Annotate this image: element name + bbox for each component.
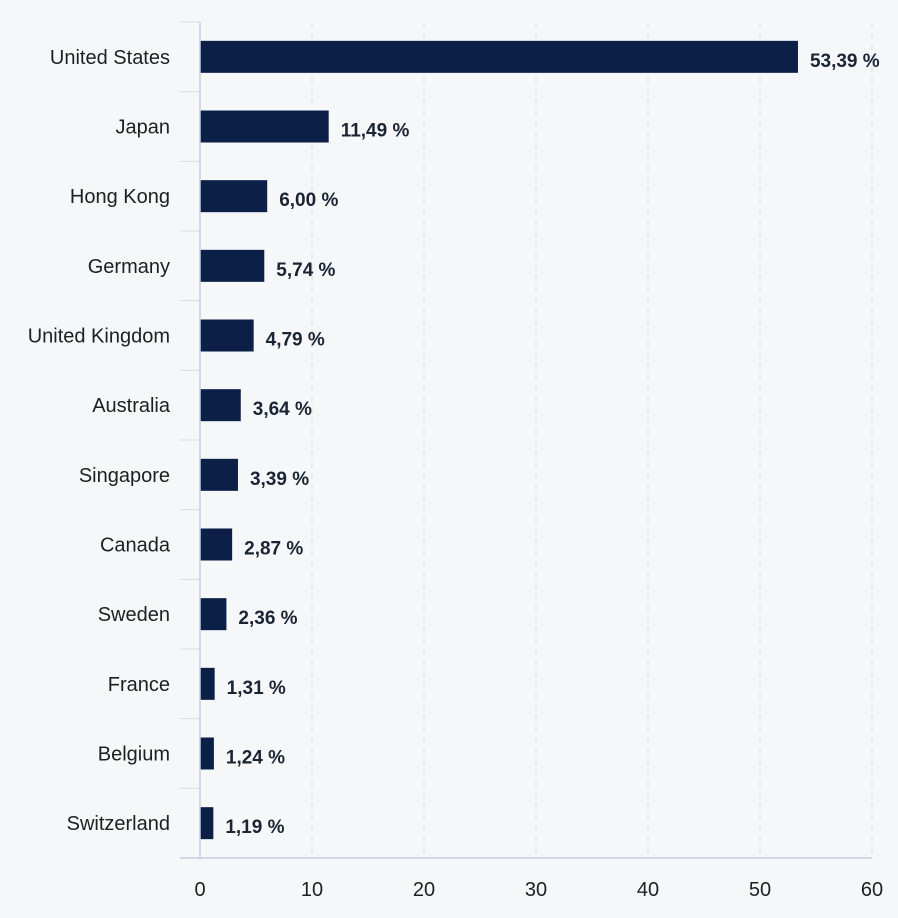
x-tick-label: 50 [749,879,771,901]
category-label: Australia [92,395,171,417]
bar [200,110,329,143]
category-label: Belgium [98,744,170,766]
x-tick-label: 10 [301,879,323,901]
data-label: 2,36 % [238,608,297,629]
category-label: Singapore [79,465,170,487]
x-tick-label: 0 [194,879,205,901]
grid [180,21,873,858]
category-label: Canada [100,535,171,557]
data-label: 2,87 % [244,539,303,560]
bar [200,737,214,770]
data-label: 3,64 % [253,399,312,420]
category-label: United Kingdom [28,326,170,348]
data-label: 53,39 % [810,51,880,72]
category-label: Hong Kong [70,186,170,208]
category-label: Switzerland [67,813,170,835]
bar [200,598,227,631]
bar [200,40,798,73]
x-tick-label: 30 [525,879,547,901]
bar [200,528,233,561]
bars [200,40,798,840]
data-label: 6,00 % [279,190,338,211]
data-label: 4,79 % [266,330,325,351]
bar [200,319,254,352]
bar [200,180,268,213]
bar [200,249,265,282]
labels: United States 53,39 % Japan 11,49 % Hong Kon… [28,47,883,901]
x-tick-label: 40 [637,879,659,901]
data-label: 3,39 % [250,469,309,490]
data-label: 1,31 % [227,678,286,699]
category-label: France [108,674,170,696]
category-label: United States [50,47,170,69]
x-tick-label: 60 [861,879,883,901]
data-label: 1,19 % [225,817,284,838]
category-label: Japan [116,117,171,139]
bar [200,667,215,700]
bar [200,458,238,491]
category-label: Germany [88,256,170,278]
data-label: 5,74 % [276,260,335,281]
bar [200,807,214,840]
category-label: Sweden [98,604,170,626]
data-label: 11,49 % [341,121,410,142]
data-label: 1,24 % [226,748,285,769]
axes [180,22,872,859]
x-tick-label: 20 [413,879,435,901]
bar [200,389,241,422]
